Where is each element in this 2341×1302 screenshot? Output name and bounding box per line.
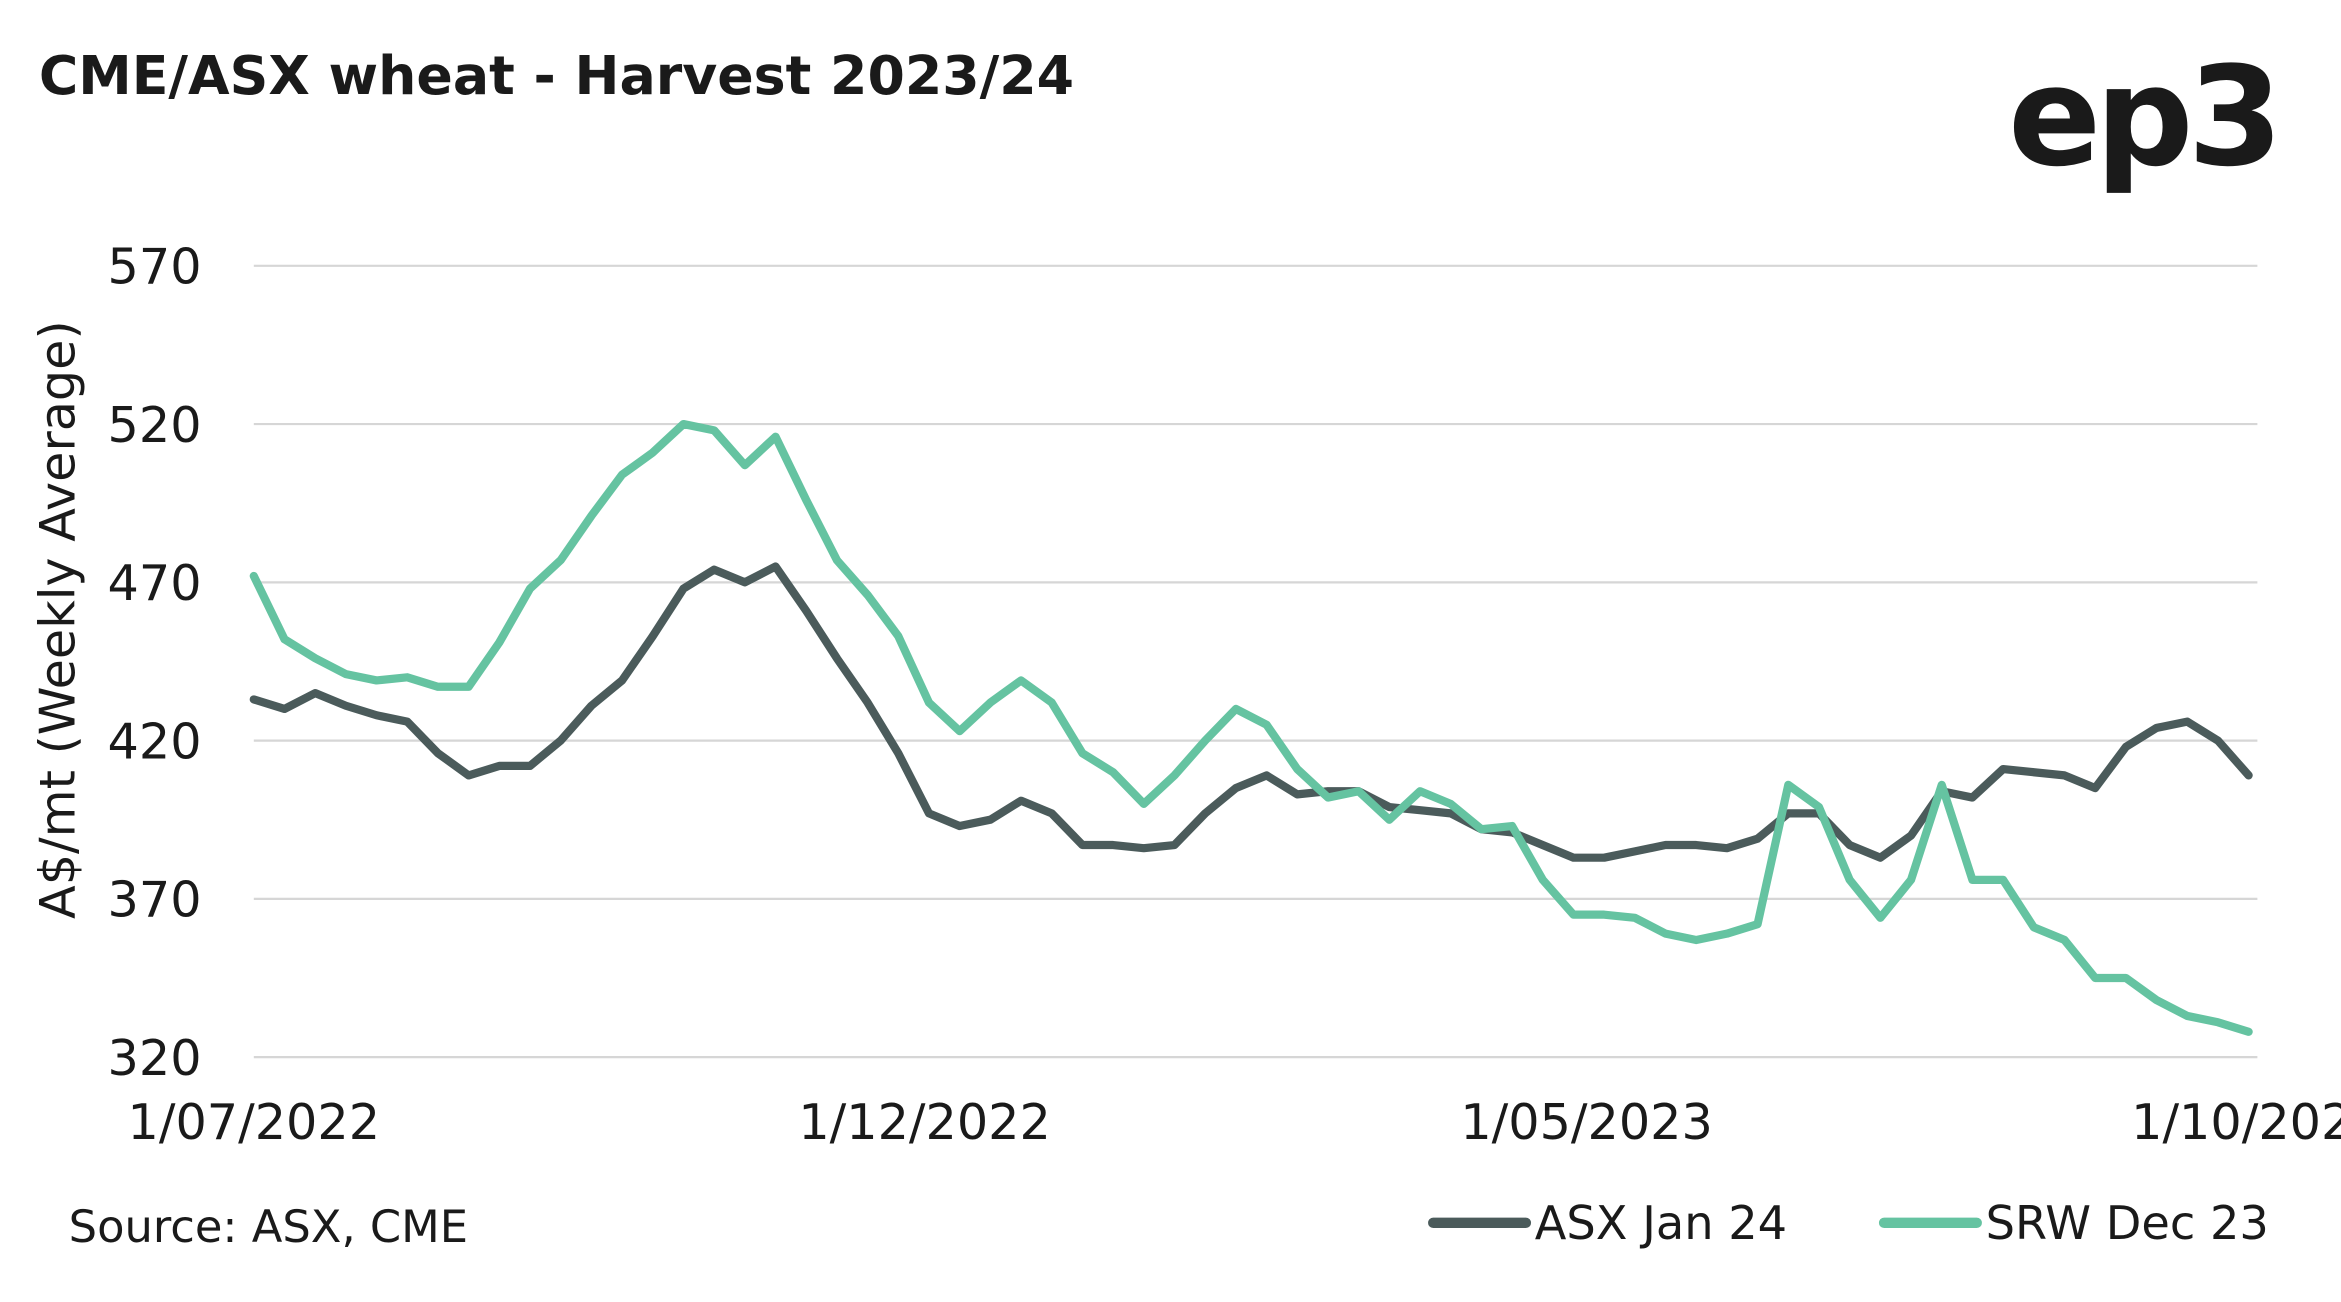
- legend-label: SRW Dec 23: [1986, 1196, 2269, 1250]
- logo: ep3: [2008, 38, 2277, 197]
- y-axis-label: A$/mt (Weekly Average): [29, 320, 87, 919]
- source-note: Source: ASX, CME: [69, 1200, 468, 1253]
- y-tick-label: 470: [108, 554, 202, 612]
- x-tick-label: 1/07/2022: [128, 1093, 381, 1151]
- y-tick-label: 320: [108, 1029, 202, 1087]
- chart-title: CME/ASX wheat - Harvest 2023/24: [39, 44, 1074, 107]
- series-line: [249, 419, 2253, 1036]
- y-tick-label: 420: [108, 712, 202, 770]
- y-tick-label: 570: [108, 238, 202, 296]
- y-tick-label: 520: [108, 396, 202, 454]
- y-tick-label: 370: [108, 871, 202, 929]
- legend-label: ASX Jan 24: [1535, 1196, 1787, 1250]
- x-tick-label: 1/05/2023: [1460, 1093, 1713, 1151]
- x-tick-label: 1/10/2023: [2131, 1093, 2341, 1151]
- series-line: [249, 562, 2253, 862]
- x-tick-label: 1/12/2022: [798, 1093, 1051, 1151]
